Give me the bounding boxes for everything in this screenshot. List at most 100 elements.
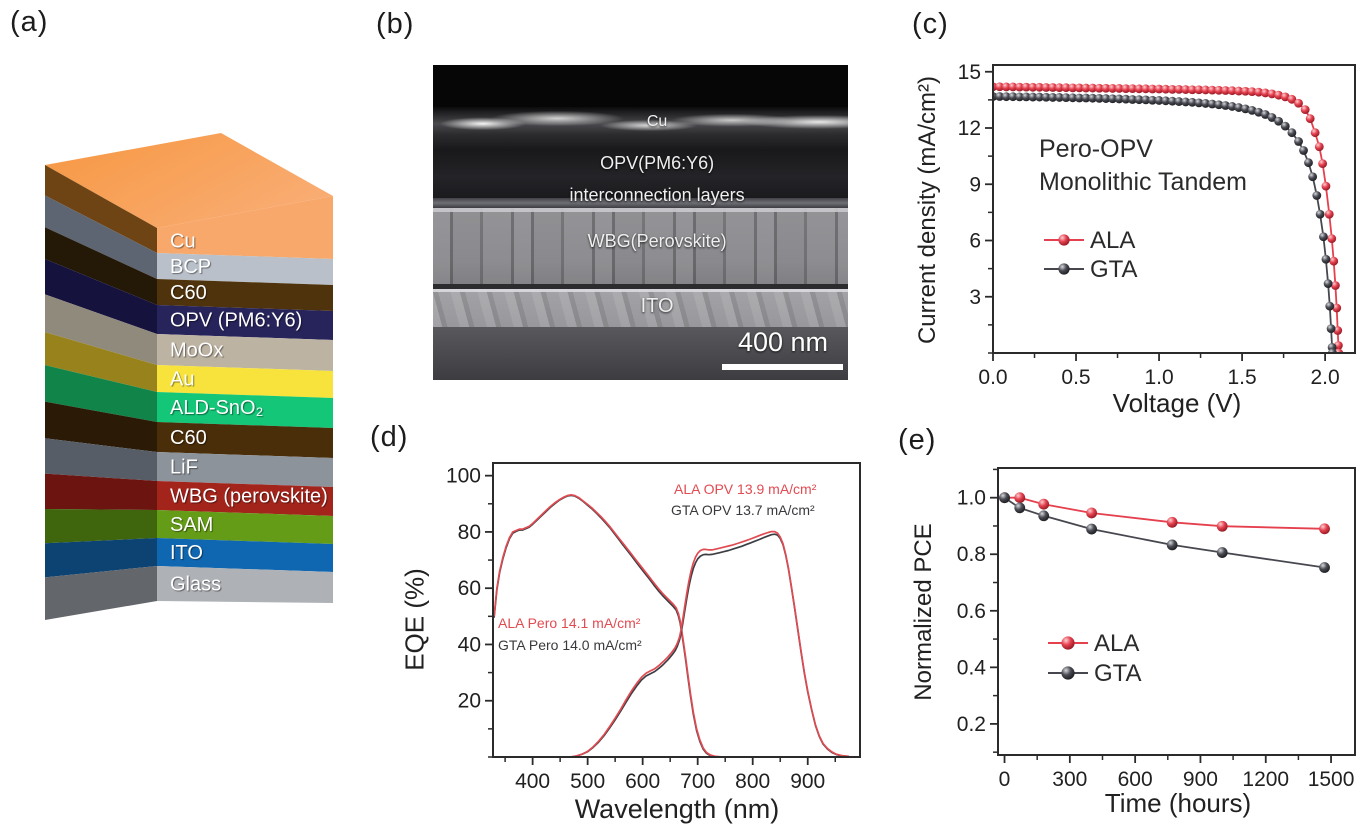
c-y-tick-label: 6 xyxy=(969,230,981,253)
c-frame xyxy=(992,64,1356,354)
e-marker xyxy=(1014,492,1026,504)
panel-a-letter: (a) xyxy=(10,6,49,38)
e-marker xyxy=(999,492,1010,504)
c-marker xyxy=(1319,232,1328,242)
c-marker xyxy=(1324,209,1334,219)
c-marker xyxy=(1108,94,1117,104)
stack-layer-cu: Cu xyxy=(45,165,333,259)
panel-b-letter: (b) xyxy=(376,8,415,40)
c-marker xyxy=(1021,92,1031,102)
e-marker xyxy=(1216,547,1228,558)
c-marker xyxy=(1227,102,1237,111)
c-marker xyxy=(1028,82,1038,92)
d-line-3 xyxy=(570,530,850,757)
c-marker xyxy=(1114,94,1124,104)
c-marker xyxy=(1108,84,1117,93)
c-y-tick-label: 9 xyxy=(969,173,981,196)
e-plot-area xyxy=(998,468,1355,755)
stack-layer-opv-pm6-y6-: OPV (PM6:Y6) xyxy=(45,258,333,340)
c-marker xyxy=(1254,107,1264,117)
d-x-tick-label: 500 xyxy=(570,770,605,793)
c-marker xyxy=(1081,83,1091,93)
c-marker xyxy=(1008,92,1018,102)
c-marker xyxy=(1267,89,1277,99)
c-marker xyxy=(1134,84,1144,94)
c-marker xyxy=(1134,95,1144,105)
sem-label-interconnection: interconnection layers xyxy=(569,185,745,205)
c-marker xyxy=(1241,104,1250,114)
sem-perovskite-layer xyxy=(433,208,848,284)
e-series-gta xyxy=(999,492,1330,573)
d-series-ala-pero xyxy=(493,493,723,757)
e-marker xyxy=(1166,516,1178,528)
stack-layer-moox: MoOx xyxy=(45,294,333,371)
c-marker xyxy=(1227,86,1237,96)
sem-label-opv: OPV(PM6:Y6) xyxy=(600,153,715,173)
stack-layer-label: MoOx xyxy=(170,340,223,362)
panel-d-letter: (d) xyxy=(370,421,409,453)
c-marker xyxy=(1326,324,1336,334)
stack-layer-side xyxy=(45,473,157,510)
c-marker xyxy=(1128,95,1137,104)
sem-opv-layer xyxy=(433,151,848,198)
eqe-annotation-gta-pero: GTA Pero 14.0 mA/cm² xyxy=(498,637,642,653)
c-marker xyxy=(1310,128,1320,138)
c-marker xyxy=(1201,99,1210,108)
c-marker xyxy=(1141,84,1151,94)
stack-layer-front xyxy=(157,566,333,603)
c-marker xyxy=(1221,86,1230,95)
c-marker xyxy=(1074,83,1084,93)
c-marker xyxy=(1088,83,1098,93)
stability-x-axis-title: Time (hours) xyxy=(1104,788,1252,818)
stack-layer-side xyxy=(45,365,157,422)
c-marker xyxy=(1154,84,1164,94)
c-marker xyxy=(1315,209,1325,219)
stack-layer-side xyxy=(45,401,157,452)
stack-layer-sam: SAM xyxy=(45,509,333,544)
c-marker xyxy=(1161,96,1171,106)
d-frame xyxy=(492,462,861,758)
stack-layer-wbg-perovskite-: WBG (perovskite) xyxy=(45,473,333,516)
stack-layer-front xyxy=(157,279,333,311)
c-marker xyxy=(1001,92,1011,102)
c-plot-area xyxy=(993,65,1355,353)
c-marker xyxy=(1267,113,1277,122)
c-marker xyxy=(1234,86,1244,96)
sem-cu-layer xyxy=(433,107,848,151)
e-marker xyxy=(1086,523,1098,535)
stack-layer-label: Au xyxy=(170,369,194,391)
c-marker xyxy=(1333,326,1343,335)
c-marker xyxy=(1323,279,1333,289)
c-marker xyxy=(1241,86,1250,96)
c-marker xyxy=(1081,93,1091,103)
stack-layer-side xyxy=(45,195,157,279)
c-x-tick-label: 0.5 xyxy=(1061,366,1090,389)
c-marker xyxy=(1041,92,1051,102)
stack-layer-front xyxy=(157,365,333,398)
c-marker xyxy=(1321,254,1331,264)
stability-chart: 0 300 600 900 1200 1500 0.2 0.4 0.6 0.8 1.0 ALA GTA xyxy=(957,467,1356,791)
c-marker xyxy=(1128,84,1137,94)
c-marker xyxy=(1318,159,1328,169)
c-marker xyxy=(1294,137,1303,146)
e-x-tick-label: 300 xyxy=(1052,768,1087,791)
sem-image: Cu OPV(PM6:Y6) interconnection layers WB… xyxy=(433,65,848,380)
e-legend-marker xyxy=(1061,636,1075,650)
e-y-tick-label: 0.4 xyxy=(957,656,987,679)
sem-ito-layer xyxy=(433,289,848,327)
eqe-annotation-gta-opv: GTA OPV 13.7 mA/cm² xyxy=(671,502,815,518)
c-marker xyxy=(1201,85,1210,95)
stack-layer-glass: Glass xyxy=(45,566,333,621)
stack-layer-side xyxy=(45,509,157,544)
c-marker xyxy=(1187,85,1197,95)
c-marker xyxy=(1015,92,1024,102)
c-marker xyxy=(1094,93,1104,103)
sem-label-ito: ITO xyxy=(640,295,674,317)
c-marker xyxy=(1055,83,1064,93)
c-marker xyxy=(1331,281,1340,290)
d-y-tick-label: 80 xyxy=(458,521,481,544)
stack-layer-side xyxy=(45,332,157,392)
c-y-tick-label: 12 xyxy=(958,117,981,140)
c-marker xyxy=(1035,82,1044,92)
